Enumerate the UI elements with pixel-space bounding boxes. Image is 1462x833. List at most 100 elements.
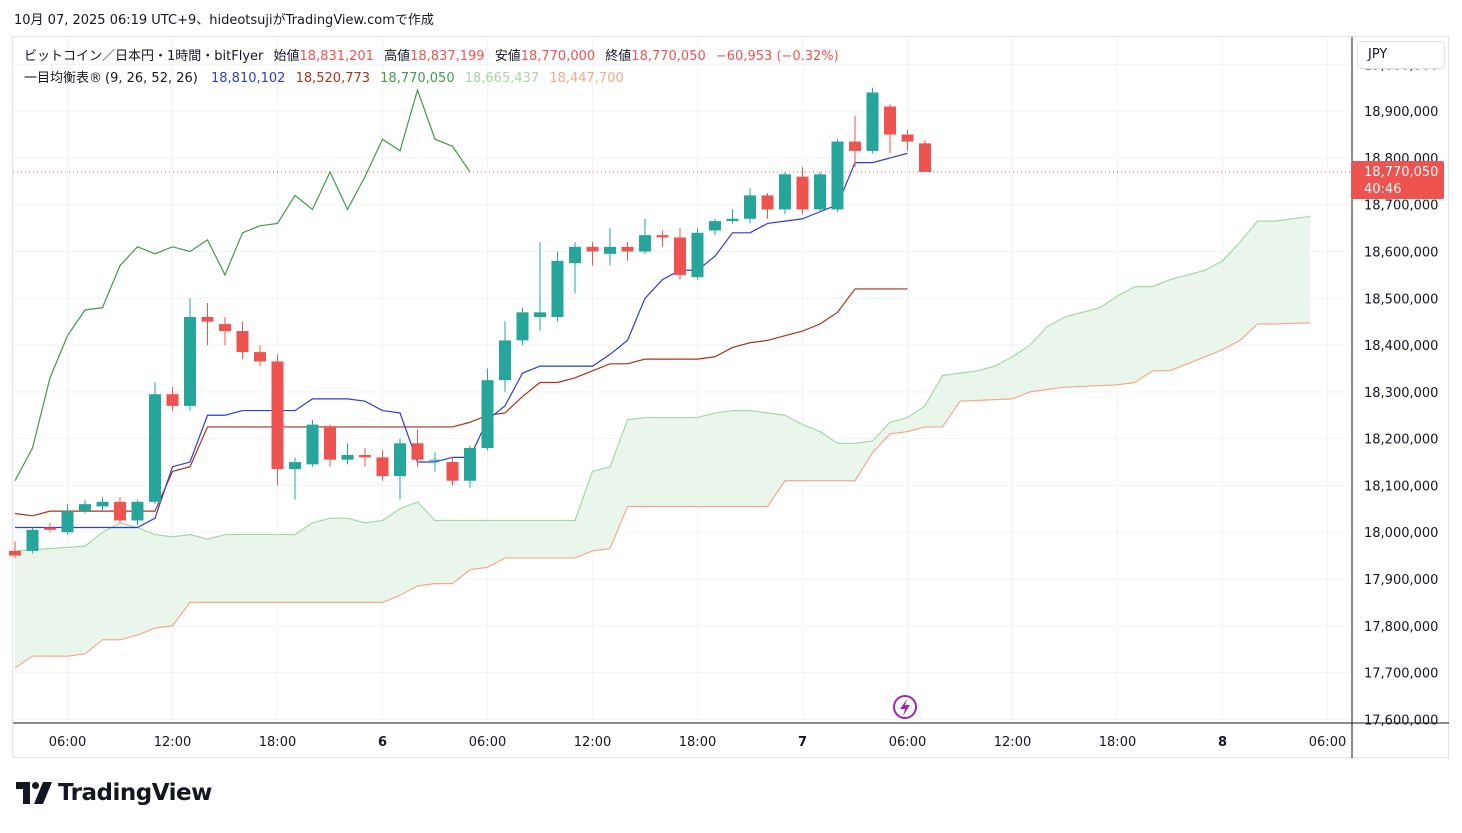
- candle-body: [674, 237, 686, 275]
- lightning-icon: [900, 699, 910, 716]
- candle: [289, 457, 301, 500]
- candle: [516, 307, 529, 346]
- candle: [166, 387, 179, 411]
- candle: [376, 450, 389, 481]
- symbol-label[interactable]: ビットコイン／日本円・1時間・bitFlyer: [24, 49, 264, 64]
- candle: [919, 140, 931, 172]
- low-label: 安値: [494, 49, 521, 64]
- high-label: 高値: [384, 49, 411, 64]
- candle-body: [831, 141, 844, 210]
- candle: [236, 321, 249, 360]
- candle: [604, 228, 616, 266]
- candle-body: [131, 501, 144, 521]
- candle: [429, 452, 441, 472]
- candle-body: [236, 331, 249, 353]
- candle: [551, 251, 564, 322]
- kijun-sen-line: [14, 288, 908, 517]
- candle: [341, 443, 354, 465]
- candle-body: [551, 260, 564, 318]
- candles: [9, 87, 931, 558]
- candle: [61, 504, 74, 535]
- candle: [114, 497, 126, 523]
- candle-body: [761, 195, 774, 210]
- last-price-tag-bg: [1351, 160, 1444, 199]
- candle: [9, 541, 21, 558]
- candle: [866, 87, 879, 154]
- candle-body: [726, 218, 739, 222]
- ichimoku-lines: [13, 88, 1350, 669]
- candle: [131, 499, 144, 526]
- candle-body: [79, 504, 91, 512]
- currency-selector[interactable]: JPY: [1357, 41, 1445, 69]
- candle-body: [919, 143, 931, 172]
- y-tick-label: 18,700,000: [1364, 199, 1438, 214]
- grid-lines: [13, 37, 1350, 720]
- y-tick-label: 17,900,000: [1364, 573, 1438, 588]
- candle-body: [516, 312, 529, 341]
- candle: [446, 457, 459, 486]
- candle-body: [499, 340, 511, 381]
- x-tick-label: 06:00: [889, 735, 926, 750]
- candle-body: [44, 527, 56, 530]
- y-tick-label: 18,400,000: [1364, 339, 1438, 354]
- candle: [656, 230, 669, 247]
- candle: [814, 171, 826, 212]
- chart-caption: 10月 07, 2025 06:19 UTC+9、hideotsujiがTrad…: [14, 13, 434, 28]
- candle-body: [481, 380, 494, 448]
- candle: [464, 445, 476, 488]
- tradingview-logo-icon: [16, 782, 52, 804]
- candle-body: [901, 134, 914, 142]
- candle-body: [324, 426, 336, 460]
- x-tick-label: 6: [378, 735, 387, 750]
- x-tick-label: 12:00: [154, 735, 191, 750]
- x-tick-label: 18:00: [1099, 735, 1136, 750]
- candle: [411, 429, 424, 467]
- senkou-a-value: 18,665,437: [464, 71, 540, 86]
- candle-body: [96, 501, 109, 507]
- candle: [184, 298, 196, 411]
- last-price-value: 18,770,050: [1364, 165, 1438, 180]
- candle: [901, 129, 914, 151]
- candle: [691, 228, 704, 280]
- candle: [96, 497, 109, 512]
- candle: [201, 302, 214, 346]
- candle-body: [289, 462, 301, 470]
- candle: [271, 354, 284, 486]
- high-value: 18,837,199: [410, 49, 485, 64]
- candle: [884, 104, 896, 154]
- indicator-legend: 一目均衡表® (9, 26, 52, 26) 18,810,102 18,520,…: [24, 67, 630, 86]
- candle-body: [114, 501, 126, 521]
- candle: [586, 242, 599, 266]
- cloud-fill: [15, 216, 1310, 668]
- x-tick-label: 7: [798, 735, 807, 750]
- countdown-value: 40:46: [1364, 182, 1401, 197]
- candle: [849, 115, 861, 168]
- event-marker[interactable]: [893, 695, 917, 719]
- indicator-name[interactable]: 一目均衡表®: [24, 71, 103, 86]
- candle-body: [796, 176, 809, 210]
- tradingview-logo[interactable]: TradingView: [16, 780, 212, 806]
- x-tick-label: 8: [1218, 735, 1227, 750]
- y-tick-label: 18,200,000: [1364, 433, 1438, 448]
- candle: [761, 193, 774, 219]
- candle-body: [184, 317, 196, 406]
- candle: [744, 188, 756, 224]
- candle-body: [691, 232, 704, 278]
- chikou-span-line: [14, 88, 471, 482]
- candle-body: [341, 455, 354, 460]
- candle: [254, 345, 266, 367]
- chart-frame[interactable]: [12, 36, 1449, 758]
- y-tick-label: 17,600,000: [1364, 713, 1438, 728]
- candle-body: [586, 246, 599, 252]
- kijun-value: 18,520,773: [295, 71, 371, 86]
- candle: [481, 368, 494, 451]
- candle-body: [656, 235, 669, 238]
- candle-body: [219, 324, 231, 332]
- y-tick-label: 18,100,000: [1364, 479, 1438, 494]
- candle: [709, 218, 721, 236]
- y-tick-label: 18,600,000: [1364, 246, 1438, 261]
- candle-body: [429, 459, 441, 461]
- candle-body: [26, 529, 39, 551]
- candle: [569, 242, 581, 294]
